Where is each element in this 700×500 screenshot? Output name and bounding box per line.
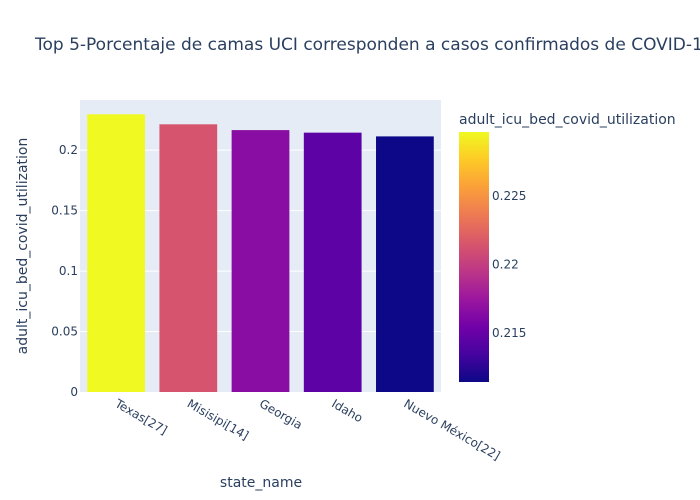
colorbar-tick-labels: 0.215 0.22 0.225 [492,189,526,340]
y-axis-title: adult_icu_bed_covid_utilization [15,138,31,355]
y-tick-labels: 0 0.05 0.1 0.15 0.2 [51,143,78,399]
bar-0[interactable] [87,114,145,393]
bar-3[interactable] [303,132,362,392]
colorbar-tick-label: 0.215 [492,326,526,340]
y-tick-label: 0.2 [59,143,78,157]
x-tick-label: Misisipi[14] [185,396,251,442]
bar-2[interactable] [231,130,290,393]
bar-4[interactable] [376,136,434,392]
bar-1[interactable] [159,124,218,393]
x-tick-label: Georgia [257,396,305,432]
colorbar-tick-label: 0.225 [492,189,526,203]
x-tick-label: Idaho [329,396,365,425]
chart-title: Top 5-Porcentaje de camas UCI correspond… [34,35,700,55]
colorbar [459,132,489,382]
colorbar-title: adult_icu_bed_covid_utilization [459,112,676,128]
x-tick-label: Texas[27] [112,396,170,438]
colorbar-tick-label: 0.22 [492,258,519,272]
x-axis-title: state_name [220,475,302,491]
y-tick-label: 0 [70,385,78,399]
y-tick-label: 0.05 [51,325,78,339]
y-tick-label: 0.1 [59,264,78,278]
x-tick-labels: Texas[27] Misisipi[14] Georgia Idaho Nuevo M… [112,396,503,463]
y-tick-label: 0.15 [51,204,78,218]
bars [87,114,434,393]
x-tick-label: Nuevo México[22] [401,396,502,463]
